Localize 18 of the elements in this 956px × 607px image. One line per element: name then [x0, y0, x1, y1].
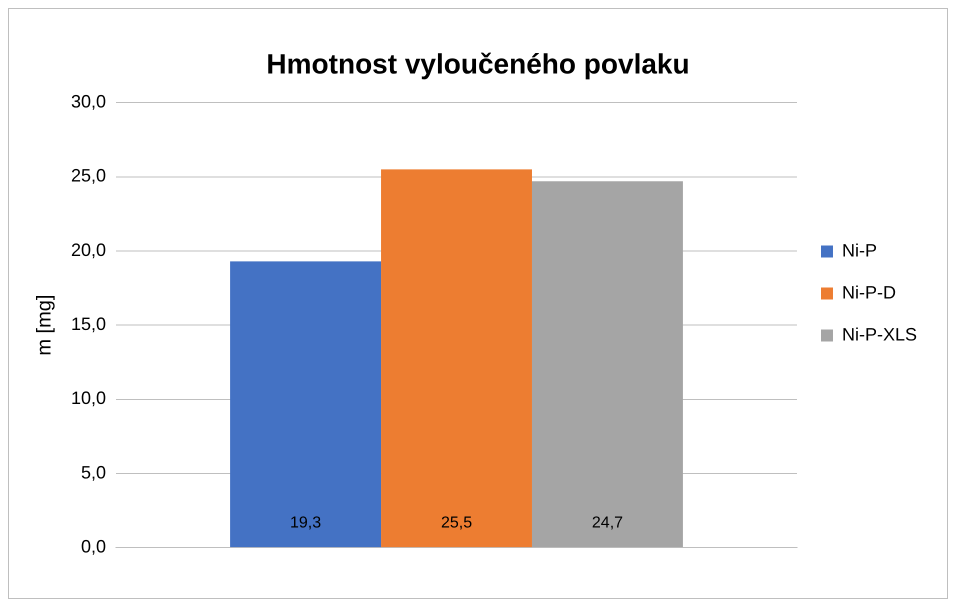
bar	[532, 181, 683, 548]
legend-label: Ni-P-D	[842, 282, 896, 302]
y-tick-label: 30,0	[70, 92, 106, 112]
data-label: 19,3	[290, 514, 322, 532]
y-tick-label: 20,0	[70, 240, 106, 260]
y-tick-label: 25,0	[70, 166, 106, 186]
data-label: 24,7	[592, 514, 624, 532]
legend-label: Ni-P	[842, 240, 877, 260]
data-label: 25,5	[440, 514, 472, 532]
y-tick-label: 15,0	[70, 314, 106, 334]
y-tick-label: 0,0	[81, 536, 106, 557]
legend-label: Ni-P-XLS	[842, 324, 917, 344]
chart-title: Hmotnost vyloučeného povlaku	[266, 48, 690, 80]
bar	[230, 261, 382, 548]
y-axis-title: m [mg]	[34, 294, 56, 356]
y-tick-label: 10,0	[70, 388, 106, 408]
y-tick-label: 5,0	[81, 462, 106, 482]
bar	[381, 169, 532, 548]
